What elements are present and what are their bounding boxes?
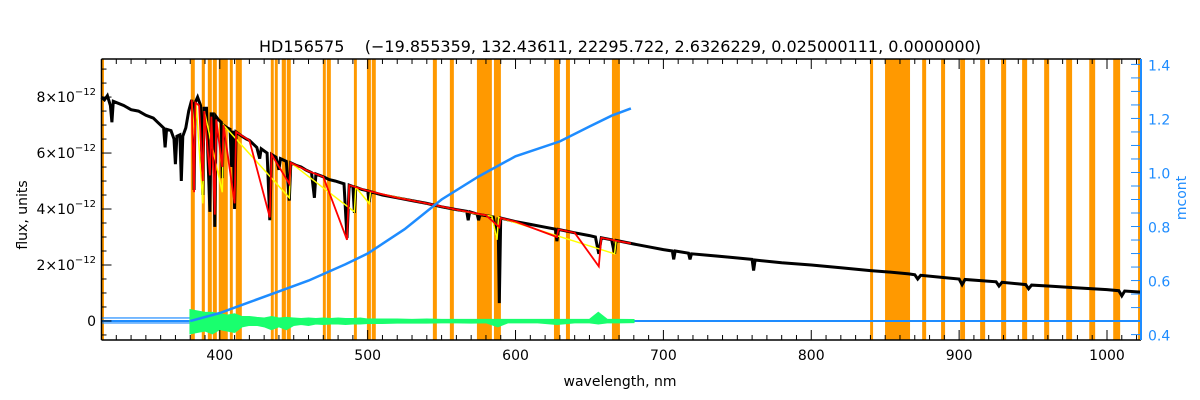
y-tick-label: 4×10−12 (36, 199, 96, 218)
y-right-tick-label: 0.6 (1148, 275, 1170, 291)
mask-band (274, 59, 278, 340)
y-right-tick-label: 1.0 (1148, 166, 1170, 182)
masked-flux-line (190, 99, 617, 255)
mask-band (371, 59, 376, 340)
mcont-line (189, 107, 632, 323)
mask-band (885, 59, 911, 340)
mask-band (922, 59, 927, 340)
series-lines (100, 92, 1142, 335)
x-tick-label: 700 (650, 348, 677, 364)
mask-band (1066, 59, 1073, 340)
mask-band (476, 59, 492, 340)
x-tick-label: 1000 (1089, 348, 1125, 364)
x-tick-label: 800 (798, 348, 825, 364)
mask-band (493, 59, 501, 340)
mask-band (190, 59, 195, 340)
y-axis-label: flux, units (15, 180, 31, 249)
x-axis-label: wavelength, nm (564, 374, 677, 390)
chart-title: HD156575 (−19.855359, 132.43611, 22295.7… (259, 37, 981, 56)
y-right-tick-label: 1.2 (1148, 112, 1170, 128)
model-flux-line (190, 99, 632, 269)
mask-bands (101, 59, 1141, 340)
mask-band (326, 59, 331, 340)
mask-band (101, 59, 104, 340)
x-tick-label: 900 (946, 348, 973, 364)
mask-band (322, 59, 326, 340)
mask-band (1001, 59, 1007, 340)
mask-band (1044, 59, 1050, 340)
x-tick-label: 500 (354, 348, 381, 364)
mask-band (565, 59, 570, 340)
x-tick-label: 400 (206, 348, 233, 364)
mask-band (1089, 59, 1096, 340)
mask-band (218, 59, 228, 340)
mask-band (553, 59, 560, 340)
mask-band (229, 59, 233, 340)
y-tick-label: 2×10−12 (36, 255, 96, 274)
mask-band (611, 59, 620, 340)
mask-band (449, 59, 454, 340)
axes: 400 500 600 700 800 900 1000 0 2×10−12 4×10−12 6×1… (36, 58, 1170, 364)
y-tick-label: 6×10−12 (36, 143, 96, 162)
mask-band (432, 59, 437, 340)
y-right-tick-label: 1.4 (1148, 58, 1170, 74)
mask-band (870, 59, 874, 340)
mask-band (281, 59, 286, 340)
mask-band (1022, 59, 1028, 340)
y-tick-label: 0 (87, 314, 96, 330)
mask-band (941, 59, 946, 340)
mask-band (270, 59, 274, 340)
mask-band (980, 59, 986, 340)
mask-band (960, 59, 966, 340)
y-right-tick-label: 0.4 (1148, 329, 1170, 345)
x-tick-label: 600 (502, 348, 529, 364)
residual-band (189, 308, 635, 335)
y-tick-label: 8×10−12 (36, 87, 96, 106)
right-axis-label: mcont (1174, 175, 1190, 220)
y-right-tick-label: 0.8 (1148, 221, 1170, 237)
mask-band (1113, 59, 1121, 340)
mask-band (235, 59, 242, 340)
